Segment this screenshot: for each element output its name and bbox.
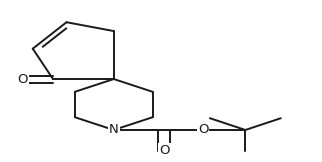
Text: O: O bbox=[159, 144, 170, 157]
Text: O: O bbox=[198, 123, 208, 136]
Text: N: N bbox=[109, 123, 118, 136]
Text: O: O bbox=[17, 73, 28, 86]
